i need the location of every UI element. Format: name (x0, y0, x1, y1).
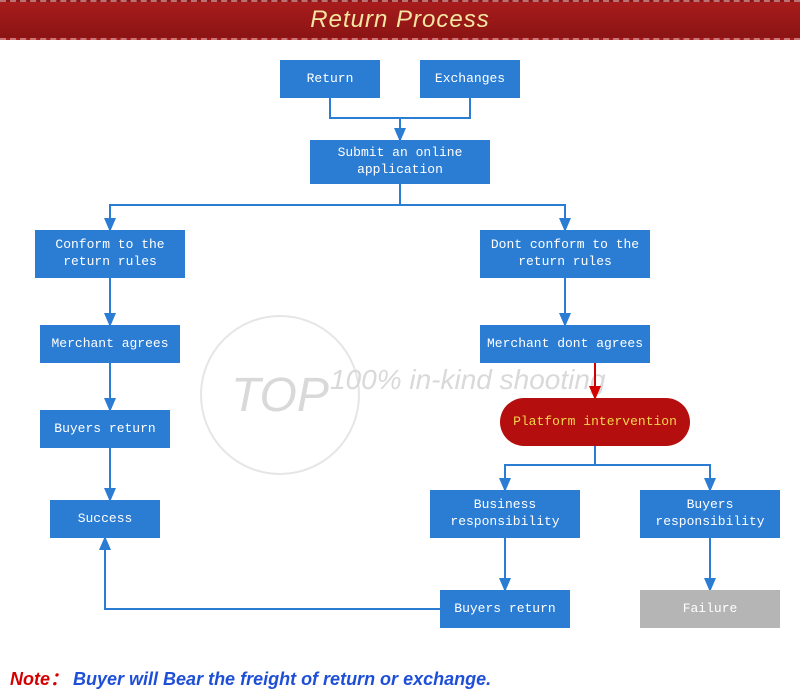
edge (400, 98, 470, 118)
footer-note: Note： Buyer will Bear the freight of ret… (10, 665, 491, 691)
edge (595, 465, 710, 490)
node-buy_resp: Buyers responsibility (640, 490, 780, 538)
node-biz_resp: Business responsibility (430, 490, 580, 538)
node-buyers_ret_r: Buyers return (440, 590, 570, 628)
node-submit: Submit an online application (310, 140, 490, 184)
node-m_notagree: Merchant dont agrees (480, 325, 650, 363)
watermark-circle-text: TOP (231, 368, 329, 423)
header-title: Return Process (310, 6, 489, 34)
node-m_agree: Merchant agrees (40, 325, 180, 363)
node-return: Return (280, 60, 380, 98)
edge (400, 205, 565, 230)
watermark-tagline: 100% in-kind shooting (330, 360, 650, 399)
footer-note-label: Note： (10, 669, 68, 689)
watermark-circle: TOP (200, 315, 360, 475)
edge (505, 446, 595, 490)
edge (105, 538, 440, 609)
node-buyers_ret_l: Buyers return (40, 410, 170, 448)
edge (110, 184, 400, 230)
edge (330, 98, 400, 118)
footer-note-text: Buyer will Bear the freight of return or… (73, 669, 491, 689)
node-failure: Failure (640, 590, 780, 628)
node-conform: Conform to the return rules (35, 230, 185, 278)
node-notconform: Dont conform to the return rules (480, 230, 650, 278)
node-platform: Platform intervention (500, 398, 690, 446)
node-exchanges: Exchanges (420, 60, 520, 98)
node-success: Success (50, 500, 160, 538)
flowchart-canvas: TOP 100% in-kind shooting Return Exchange… (0, 40, 800, 695)
header-banner: Return Process (0, 0, 800, 40)
